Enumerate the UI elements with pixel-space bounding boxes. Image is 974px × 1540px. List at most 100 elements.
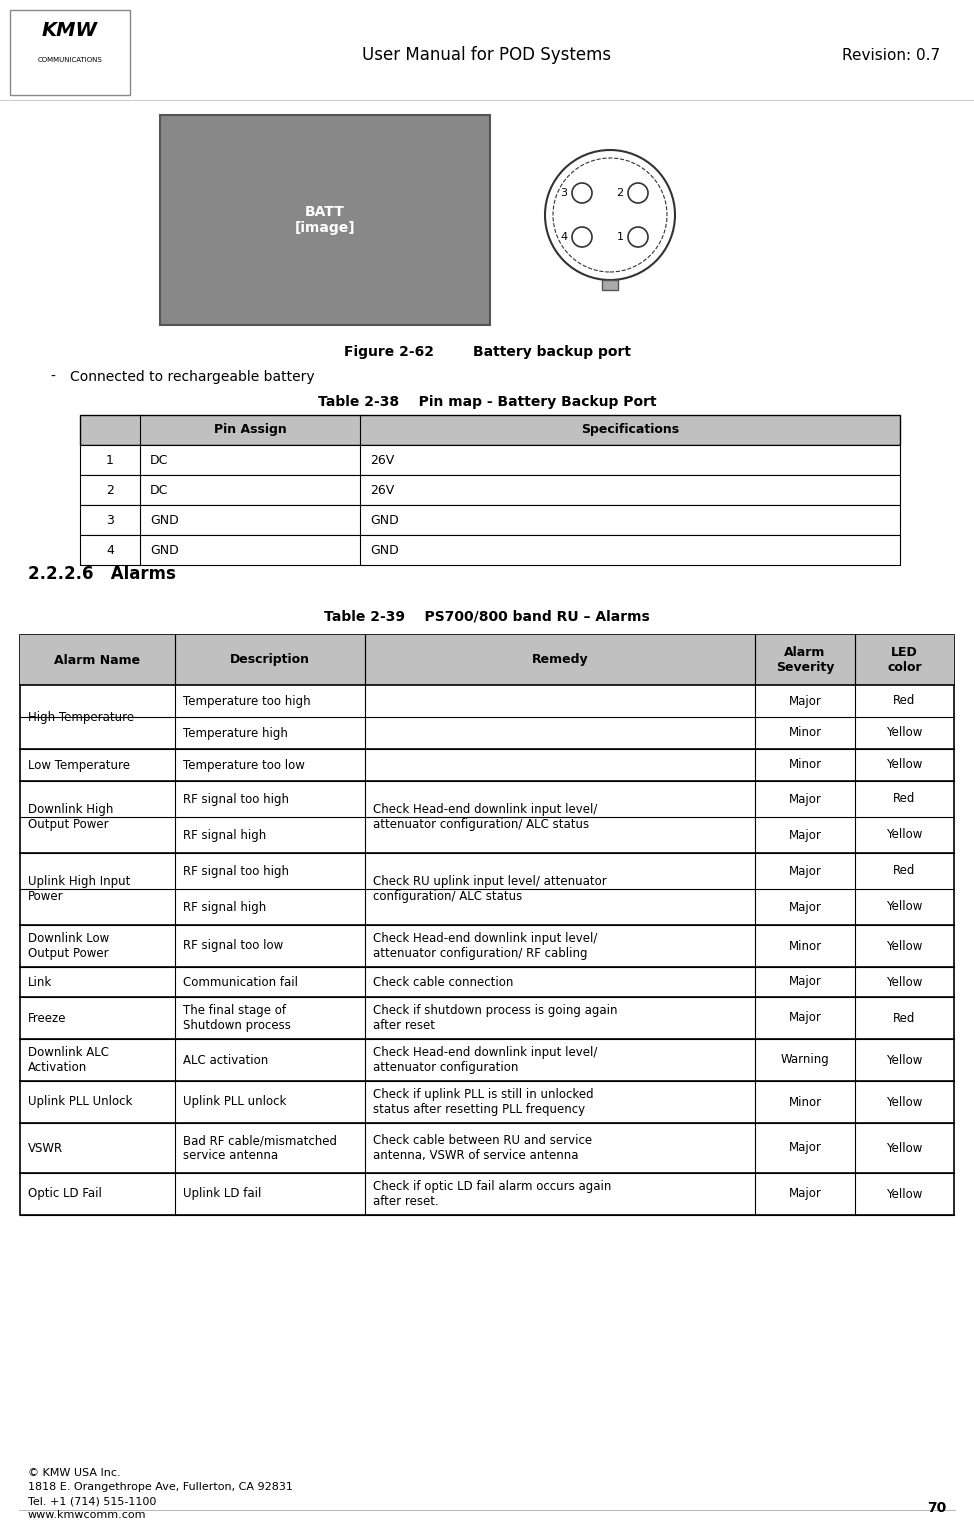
Text: COMMUNICATIONS: COMMUNICATIONS (38, 57, 102, 63)
Text: Red: Red (893, 864, 916, 878)
Text: Check RU uplink input level/ attenuator
configuration/ ALC status: Check RU uplink input level/ attenuator … (373, 875, 607, 902)
Text: Warning: Warning (780, 1053, 830, 1067)
Text: Minor: Minor (788, 759, 821, 772)
Text: RF signal high: RF signal high (183, 901, 266, 913)
Text: Red: Red (893, 793, 916, 805)
Bar (80, 474, 900, 505)
Text: Check if optic LD fail alarm occurs again
after reset.: Check if optic LD fail alarm occurs agai… (373, 1180, 612, 1207)
Text: Major: Major (789, 864, 821, 878)
Text: Check Head-end downlink input level/
attenuator configuration: Check Head-end downlink input level/ att… (373, 1046, 597, 1073)
Text: Yellow: Yellow (886, 727, 922, 739)
Bar (80, 445, 900, 474)
Text: Red: Red (893, 1012, 916, 1024)
Text: 26V: 26V (370, 484, 394, 496)
Text: Remedy: Remedy (532, 653, 588, 667)
Text: Connected to rechargeable battery: Connected to rechargeable battery (70, 370, 315, 383)
Text: Downlink High
Output Power: Downlink High Output Power (28, 802, 113, 832)
Text: Yellow: Yellow (886, 1141, 922, 1155)
Text: Bad RF cable/mismatched
service antenna: Bad RF cable/mismatched service antenna (183, 1133, 337, 1163)
Text: Major: Major (789, 695, 821, 707)
Text: BATT
[image]: BATT [image] (295, 205, 356, 236)
Text: Revision: 0.7: Revision: 0.7 (842, 48, 940, 63)
Text: DC: DC (150, 453, 169, 467)
Text: Minor: Minor (788, 1095, 821, 1109)
Bar (20, 634, 954, 1215)
Bar (20, 634, 954, 685)
Text: Specifications: Specifications (581, 424, 679, 436)
Text: Alarm Name: Alarm Name (55, 653, 140, 667)
Text: Minor: Minor (788, 939, 821, 953)
Text: Major: Major (789, 1141, 821, 1155)
Text: Table 2-38    Pin map - Battery Backup Port: Table 2-38 Pin map - Battery Backup Port (318, 394, 656, 410)
Text: LED
color: LED color (887, 645, 921, 675)
Text: 1: 1 (617, 233, 623, 242)
Text: Figure 2-62        Battery backup port: Figure 2-62 Battery backup port (344, 345, 630, 359)
Text: 70: 70 (926, 1502, 946, 1515)
Text: Check if uplink PLL is still in unlocked
status after resetting PLL frequency: Check if uplink PLL is still in unlocked… (373, 1087, 593, 1116)
Text: 1: 1 (106, 453, 114, 467)
Bar (160, 116, 490, 325)
Text: Table 2-39    PS700/800 band RU – Alarms: Table 2-39 PS700/800 band RU – Alarms (324, 610, 650, 624)
Text: Alarm
Severity: Alarm Severity (776, 645, 834, 675)
Text: Minor: Minor (788, 727, 821, 739)
Text: Uplink LD fail: Uplink LD fail (183, 1187, 261, 1201)
Text: 2: 2 (106, 484, 114, 496)
Text: Yellow: Yellow (886, 975, 922, 989)
Text: Temperature too high: Temperature too high (183, 695, 311, 707)
Text: Check Head-end downlink input level/
attenuator configuration/ ALC status: Check Head-end downlink input level/ att… (373, 802, 597, 832)
Text: Major: Major (789, 901, 821, 913)
Bar (80, 534, 900, 565)
Text: 2.2.2.6   Alarms: 2.2.2.6 Alarms (28, 565, 176, 584)
Text: Yellow: Yellow (886, 901, 922, 913)
Text: 4: 4 (560, 233, 568, 242)
Text: Major: Major (789, 793, 821, 805)
Text: 4: 4 (106, 544, 114, 556)
Text: Low Temperature: Low Temperature (28, 759, 130, 772)
Text: Downlink ALC
Activation: Downlink ALC Activation (28, 1046, 109, 1073)
Text: RF signal high: RF signal high (183, 829, 266, 841)
Text: 26V: 26V (370, 453, 394, 467)
Text: Pin Assign: Pin Assign (213, 424, 286, 436)
Text: Major: Major (789, 1012, 821, 1024)
Text: Yellow: Yellow (886, 829, 922, 841)
Text: Major: Major (789, 1187, 821, 1201)
Text: User Manual for POD Systems: User Manual for POD Systems (362, 46, 612, 65)
Text: DC: DC (150, 484, 169, 496)
Text: GND: GND (370, 513, 398, 527)
Text: The final stage of
Shutdown process: The final stage of Shutdown process (183, 1004, 291, 1032)
Text: Description: Description (230, 653, 310, 667)
Text: RF signal too low: RF signal too low (183, 939, 283, 953)
Text: Communication fail: Communication fail (183, 975, 298, 989)
Text: Red: Red (893, 695, 916, 707)
Text: Yellow: Yellow (886, 939, 922, 953)
Text: Check if shutdown process is going again
after reset: Check if shutdown process is going again… (373, 1004, 618, 1032)
Text: ALC activation: ALC activation (183, 1053, 268, 1067)
Text: Uplink PLL Unlock: Uplink PLL Unlock (28, 1095, 132, 1109)
Text: VSWR: VSWR (28, 1141, 63, 1155)
Text: RF signal too high: RF signal too high (183, 864, 289, 878)
Text: KMW: KMW (42, 20, 98, 40)
Text: Uplink High Input
Power: Uplink High Input Power (28, 875, 131, 902)
Text: Downlink Low
Output Power: Downlink Low Output Power (28, 932, 109, 959)
Text: © KMW USA Inc.
1818 E. Orangethrope Ave, Fullerton, CA 92831
Tel. +1 (714) 515-1: © KMW USA Inc. 1818 E. Orangethrope Ave,… (28, 1468, 293, 1520)
Text: High Temperature: High Temperature (28, 710, 134, 724)
Bar (80, 505, 900, 534)
Text: Freeze: Freeze (28, 1012, 66, 1024)
Text: -: - (50, 370, 55, 383)
Text: Uplink PLL unlock: Uplink PLL unlock (183, 1095, 286, 1109)
Bar (80, 414, 900, 445)
Text: Check Head-end downlink input level/
attenuator configuration/ RF cabling: Check Head-end downlink input level/ att… (373, 932, 597, 959)
Text: Major: Major (789, 829, 821, 841)
Bar (602, 280, 618, 290)
Text: Check cable between RU and service
antenna, VSWR of service antenna: Check cable between RU and service anten… (373, 1133, 592, 1163)
Text: Link: Link (28, 975, 53, 989)
Text: GND: GND (150, 513, 179, 527)
Text: Temperature too low: Temperature too low (183, 759, 305, 772)
Bar (10, 9, 130, 95)
Text: Yellow: Yellow (886, 1053, 922, 1067)
Text: 2: 2 (617, 188, 623, 199)
Text: Optic LD Fail: Optic LD Fail (28, 1187, 102, 1201)
Text: RF signal too high: RF signal too high (183, 793, 289, 805)
Text: Yellow: Yellow (886, 1187, 922, 1201)
Text: Major: Major (789, 975, 821, 989)
